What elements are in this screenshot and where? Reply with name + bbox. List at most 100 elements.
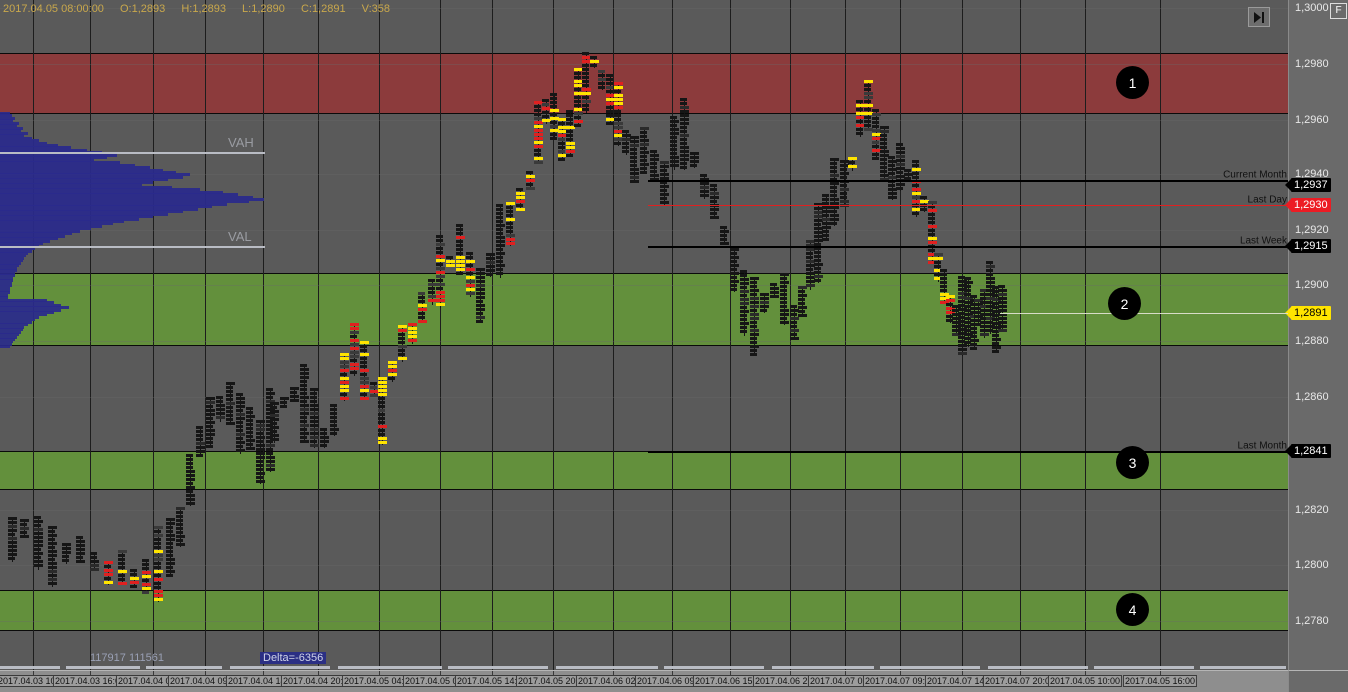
footprint-cell [964, 297, 973, 301]
footprint-cell [466, 267, 475, 271]
level-line-current-month[interactable] [648, 180, 1288, 182]
price-tag-red[interactable]: 1,2930 [1291, 198, 1331, 212]
footprint-cell [700, 182, 709, 186]
footprint-cell [246, 427, 253, 431]
footprint-cell [516, 203, 523, 207]
footprint-cell [166, 546, 173, 550]
footprint-cell [974, 323, 981, 327]
level-line-last-week[interactable] [648, 246, 1288, 248]
footprint-cell [590, 63, 597, 67]
footprint-cell [310, 404, 319, 408]
zone-badge-3[interactable]: 3 [1116, 446, 1149, 479]
footprint-cell [506, 214, 513, 218]
zone-badge-4[interactable]: 4 [1116, 593, 1149, 626]
candle-wick [654, 149, 655, 182]
footprint-cell [992, 290, 999, 294]
footprint-cell [142, 559, 149, 563]
candle-wick [826, 193, 827, 241]
zone-badge-2[interactable]: 2 [1108, 287, 1141, 320]
footprint-cell [418, 292, 425, 296]
footprint-cell [266, 400, 275, 404]
footprint-cell [998, 288, 1007, 292]
footprint-cell [822, 209, 831, 213]
footprint-cell [246, 415, 255, 419]
footprint-cell [780, 293, 787, 297]
time-tick [379, 671, 380, 675]
zone-badge-1[interactable]: 1 [1116, 66, 1149, 99]
footprint-cell [974, 307, 981, 311]
footprint-cell [946, 303, 953, 307]
price-axis[interactable]: F 1,3000 1,2980 1,2960 1,2940 1,2920 1,2900 1,… [1288, 0, 1348, 691]
footprint-cell [970, 310, 977, 314]
footprint-cell [34, 547, 41, 551]
price-tag-black[interactable]: 1,2841 [1291, 444, 1331, 458]
footprint-cell [270, 422, 277, 426]
footprint-cell [48, 581, 57, 585]
footprint-cell [830, 210, 837, 214]
footprint-cell [780, 313, 789, 317]
footprint-cell [8, 553, 17, 557]
footprint-cell [912, 172, 919, 176]
footprint-cell [814, 275, 823, 279]
footprint-cell [640, 154, 647, 158]
footprint-cell [266, 468, 275, 472]
footprint-cell [896, 155, 905, 158]
footprint-cell [814, 263, 823, 267]
footprint-cell [436, 247, 443, 251]
footprint-cell [256, 423, 265, 427]
footprint-cell [176, 539, 183, 543]
footprint-cell [310, 408, 319, 412]
footprint-cell [320, 444, 327, 448]
level-line-last-month[interactable] [648, 451, 1288, 453]
zone-3 [0, 451, 1288, 489]
footprint-cell [606, 97, 615, 101]
footprint-cell [466, 259, 475, 263]
footprint-cell [830, 194, 837, 198]
footprint-cell [740, 302, 749, 306]
footprint-cell [516, 199, 525, 203]
footprint-cell [476, 268, 485, 272]
footprint-cell [290, 398, 299, 402]
footprint-cell [48, 561, 57, 565]
price-tick: 1,2800 [1295, 559, 1329, 571]
footprint-cell [550, 109, 559, 113]
footprint-cell [840, 187, 849, 191]
footprint-cell [856, 100, 863, 104]
axis-mode-button[interactable]: F [1330, 3, 1347, 19]
time-axis[interactable]: 2017.04.03 10:00 2017.04.03 16:00 2017.04.… [0, 670, 1288, 692]
price-tick: 1,2780 [1295, 615, 1329, 627]
footprint-cell [830, 162, 837, 166]
price-tag-black[interactable]: 1,2937 [1291, 178, 1331, 192]
chart-plot-area[interactable]: VAH VAL Current Month Last Day Last Week Las… [0, 0, 1288, 670]
footprint-cell [330, 424, 337, 428]
footprint-cell [720, 233, 727, 237]
footprint-cell [534, 124, 543, 128]
footprint-cell [896, 183, 905, 186]
footprint-cell [872, 141, 879, 145]
footprint-cell [958, 291, 967, 295]
footprint-cell [750, 341, 757, 345]
footprint-cell [970, 306, 977, 310]
footprint-cell [496, 235, 505, 239]
price-tag-yellow[interactable]: 1,2891 [1291, 306, 1331, 320]
footprint-cell [830, 178, 837, 182]
level-line-current-price[interactable] [1000, 313, 1288, 314]
footprint-cell [266, 448, 273, 452]
footprint-cell [566, 129, 573, 133]
footprint-cell [680, 105, 689, 109]
grid-hline [0, 64, 1288, 65]
footprint-cell [780, 305, 787, 309]
footprint-cell [740, 314, 747, 318]
footprint-cell [534, 148, 541, 152]
level-line-last-day[interactable] [648, 205, 1288, 206]
price-tag-black[interactable]: 1,2915 [1291, 239, 1331, 253]
footprint-cell [690, 163, 697, 167]
footprint-cell [598, 77, 607, 81]
price-tick: 1,2960 [1295, 114, 1329, 126]
footprint-cell [534, 128, 543, 132]
footprint-cell [166, 554, 173, 558]
footprint-cell [814, 223, 821, 227]
footprint-cell [970, 334, 977, 338]
skip-to-end-button[interactable] [1248, 7, 1270, 27]
footprint-cell [186, 469, 195, 473]
